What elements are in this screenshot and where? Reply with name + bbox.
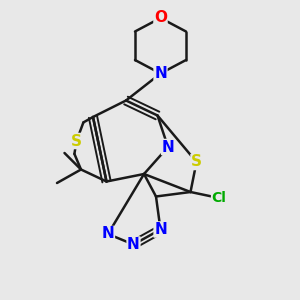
Text: N: N: [102, 226, 114, 242]
Text: N: N: [154, 66, 167, 81]
Text: O: O: [154, 11, 167, 26]
Text: N: N: [162, 140, 174, 154]
Text: N: N: [154, 222, 167, 237]
Text: S: S: [191, 154, 202, 169]
Text: N: N: [127, 237, 140, 252]
Text: S: S: [71, 134, 82, 148]
Text: Cl: Cl: [212, 191, 226, 205]
